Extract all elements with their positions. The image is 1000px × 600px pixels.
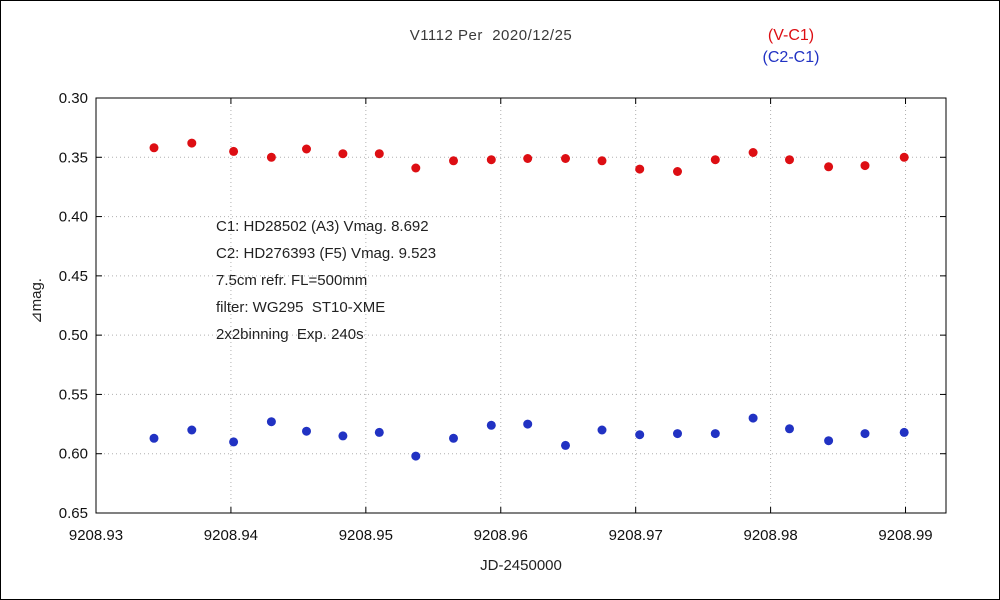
data-point xyxy=(635,164,645,174)
data-point xyxy=(449,433,458,443)
data-point xyxy=(338,431,348,441)
data-point xyxy=(149,433,159,443)
annotation-binning-exposure: 2x2binning Exp. 240s xyxy=(216,326,364,343)
annotation-c1: C1: HD28502 (A3) Vmag. 8.692 xyxy=(216,218,429,235)
data-point xyxy=(748,413,758,423)
data-point xyxy=(710,429,720,439)
data-point xyxy=(824,436,834,446)
data-point xyxy=(266,417,276,427)
data-point xyxy=(486,420,496,430)
y-tick-label: 0.30 xyxy=(59,90,88,107)
x-tick-label: 9208.93 xyxy=(69,527,123,544)
data-point xyxy=(523,419,533,429)
data-point xyxy=(635,430,645,440)
y-tick-label: 0.45 xyxy=(59,268,88,285)
data-point xyxy=(523,154,533,163)
y-tick-label: 0.60 xyxy=(59,446,88,463)
data-point xyxy=(824,162,834,172)
data-point xyxy=(710,155,720,165)
y-tick-label: 0.55 xyxy=(59,386,88,403)
data-point xyxy=(860,429,870,439)
data-point xyxy=(411,451,421,461)
data-point xyxy=(597,425,607,435)
data-point xyxy=(374,149,384,159)
data-point xyxy=(449,156,458,166)
data-point xyxy=(374,427,384,437)
data-point xyxy=(229,437,239,447)
data-point xyxy=(338,149,348,159)
data-point xyxy=(597,156,607,166)
annotation-telescope: 7.5cm refr. FL=500mm xyxy=(216,272,368,289)
annotation-block: C1: HD28502 (A3) Vmag. 8.692 C2: HD27639… xyxy=(216,213,436,348)
data-point xyxy=(673,167,682,176)
annotation-filter-camera: filter: WG295 ST10-XME xyxy=(216,299,386,316)
y-tick-label: 0.35 xyxy=(59,149,88,166)
x-axis-label: JD-2450000 xyxy=(480,557,562,574)
legend-item-v-c1: (V-C1) xyxy=(767,27,815,44)
y-tick-label: 0.40 xyxy=(59,209,88,226)
x-tick-label: 9208.99 xyxy=(878,527,932,544)
legend-item-c2-c1: (C2-C1) xyxy=(762,49,820,66)
plot-frame xyxy=(95,97,947,514)
x-tick-label: 9208.97 xyxy=(609,527,663,544)
x-tick-label: 9208.95 xyxy=(339,527,393,544)
data-point xyxy=(187,138,197,148)
data-point xyxy=(673,429,682,439)
data-point xyxy=(785,155,794,165)
x-tick-label: 9208.94 xyxy=(204,527,258,544)
data-point xyxy=(561,440,570,450)
data-point xyxy=(860,161,870,171)
data-point xyxy=(266,152,276,162)
data-point xyxy=(899,427,909,437)
data-point xyxy=(302,144,311,154)
x-tick-label: 9208.98 xyxy=(743,527,797,544)
data-point xyxy=(748,148,758,157)
data-point xyxy=(149,143,159,153)
data-point xyxy=(302,426,311,436)
chart-title: V1112 Per 2020/12/25 xyxy=(409,27,573,44)
legend: (V-C1) (C2-C1) xyxy=(736,25,846,69)
y-tick-label: 0.65 xyxy=(59,505,88,522)
annotation-c2: C2: HD276393 (F5) Vmag. 9.523 xyxy=(216,245,437,262)
data-point xyxy=(229,146,239,156)
data-point xyxy=(187,425,197,435)
x-tick-label: 9208.96 xyxy=(474,527,528,544)
data-point xyxy=(561,154,570,163)
data-point xyxy=(486,155,496,165)
y-tick-label: 0.50 xyxy=(59,327,88,344)
data-point xyxy=(785,424,794,434)
data-point xyxy=(411,163,421,173)
data-point xyxy=(899,152,909,162)
